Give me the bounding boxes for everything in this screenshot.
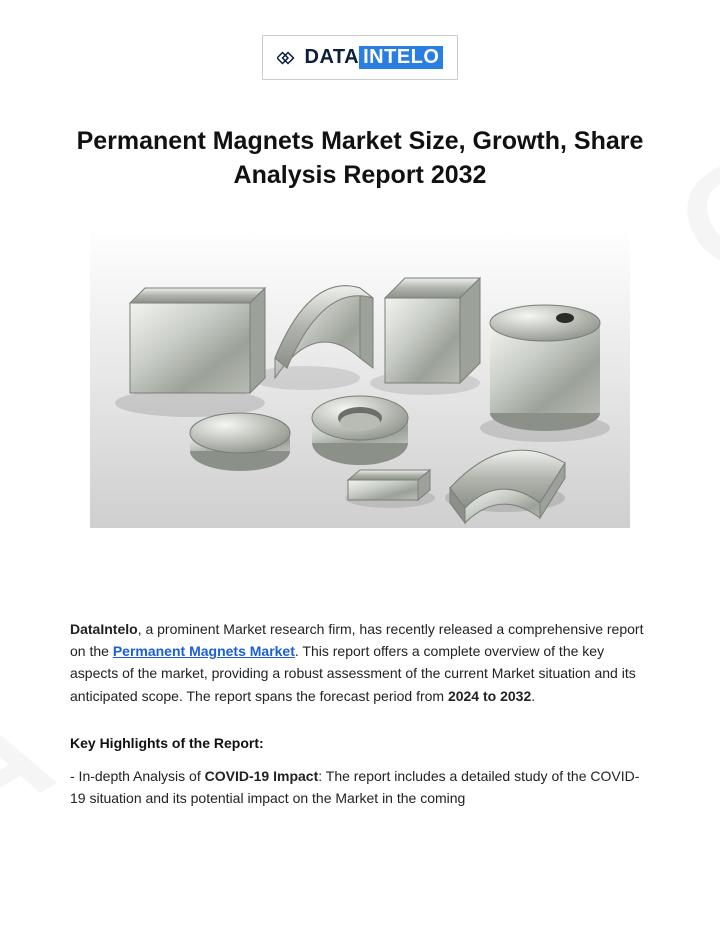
logo-diamond-icon (277, 51, 299, 65)
logo-text-data: DATA (305, 46, 360, 69)
brand-logo: DATAINTELO (262, 35, 459, 80)
bullet-bold: COVID-19 Impact (205, 768, 319, 784)
logo-wrap: DATAINTELO (70, 35, 650, 80)
highlights-heading: Key Highlights of the Report: (70, 735, 650, 751)
logo-text-intelo: INTELO (359, 46, 443, 69)
forecast-period: 2024 to 2032 (448, 688, 531, 704)
report-link[interactable]: Permanent Magnets Market (113, 643, 295, 659)
bullet-prefix: - In-depth Analysis of (70, 768, 205, 784)
intro-tail: . (531, 688, 535, 704)
page-title: Permanent Magnets Market Size, Growth, S… (70, 125, 650, 193)
hero-image (90, 228, 630, 528)
brand-name: DataIntelo (70, 621, 138, 637)
page-container: DATAINTELO Permanent Magnets Market Size… (0, 0, 720, 810)
highlight-bullet-1: - In-depth Analysis of COVID-19 Impact: … (70, 765, 650, 810)
intro-paragraph: DataIntelo, a prominent Market research … (70, 618, 650, 708)
